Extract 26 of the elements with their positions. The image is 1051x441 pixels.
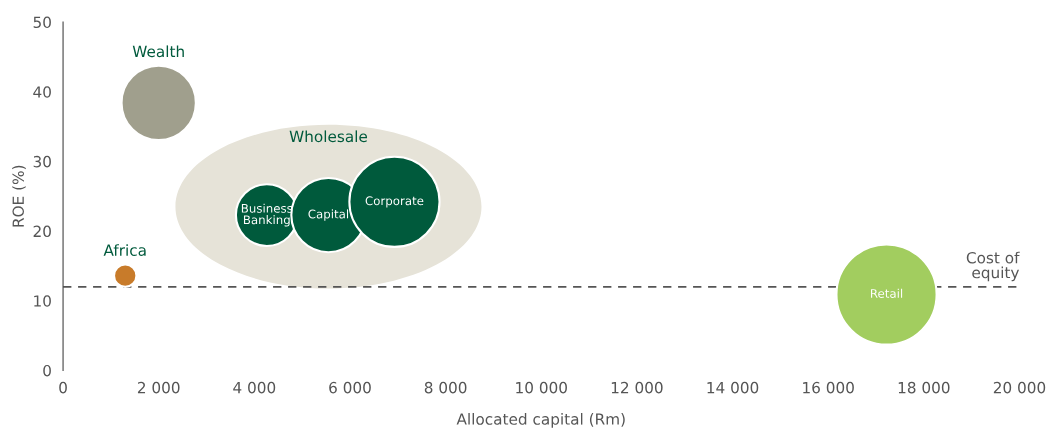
- y-tick-label: 30: [33, 155, 51, 168]
- y-tick-label: 10: [34, 295, 51, 307]
- annotation: Wealth: [132, 45, 184, 58]
- x-tick-label: 20 000: [993, 381, 1046, 394]
- x-tick-label: 0: [59, 381, 67, 394]
- y-tick-label: 50: [33, 16, 51, 29]
- y-tick-label: 20: [33, 225, 51, 238]
- series-label: Corporate: [365, 196, 424, 208]
- x-axis-title: Allocated capital (Rm): [456, 413, 625, 428]
- x-tick-label: 6 000: [329, 381, 371, 394]
- y-axis-title: ROE (%): [12, 165, 26, 227]
- ref-line-label: Cost of equity: [966, 251, 1020, 282]
- x-tick-label: 18 000: [898, 381, 950, 394]
- y-tick-label: 40: [33, 86, 51, 98]
- x-tick-label: 8 000: [424, 381, 467, 394]
- x-tick-label: 10 000: [516, 381, 567, 394]
- x-tick-label: 16 000: [803, 381, 854, 394]
- x-tick-label: 2 000: [137, 381, 180, 394]
- annotation: Wholesale: [289, 130, 368, 143]
- series-label: Retail: [871, 288, 903, 298]
- x-tick-label: 4 000: [233, 381, 276, 394]
- x-tick-label: 12 000: [611, 381, 663, 394]
- series-label: Capital: [308, 209, 349, 221]
- annotation: Africa: [103, 244, 146, 256]
- x-tick-label: 14 000: [707, 381, 759, 394]
- y-tick-label: 0: [43, 364, 51, 377]
